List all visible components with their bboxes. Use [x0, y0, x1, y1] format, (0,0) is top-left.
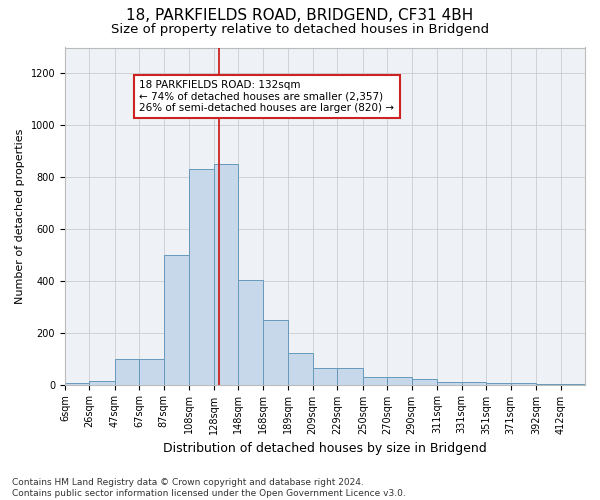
Bar	[387, 377, 412, 384]
Bar	[164, 255, 190, 384]
Text: Contains HM Land Registry data © Crown copyright and database right 2024.
Contai: Contains HM Land Registry data © Crown c…	[12, 478, 406, 498]
X-axis label: Distribution of detached houses by size in Bridgend: Distribution of detached houses by size …	[163, 442, 487, 455]
Bar	[89, 382, 115, 384]
Text: Size of property relative to detached houses in Bridgend: Size of property relative to detached ho…	[111, 22, 489, 36]
Text: 18 PARKFIELDS ROAD: 132sqm
← 74% of detached houses are smaller (2,357)
26% of s: 18 PARKFIELDS ROAD: 132sqm ← 74% of deta…	[139, 80, 394, 113]
Bar	[289, 354, 313, 384]
Bar	[190, 170, 214, 384]
Bar	[437, 382, 461, 384]
Bar	[115, 358, 139, 384]
Text: 18, PARKFIELDS ROAD, BRIDGEND, CF31 4BH: 18, PARKFIELDS ROAD, BRIDGEND, CF31 4BH	[127, 8, 473, 22]
Bar	[337, 368, 363, 384]
Y-axis label: Number of detached properties: Number of detached properties	[15, 128, 25, 304]
Bar	[214, 164, 238, 384]
Bar	[412, 380, 437, 384]
Bar	[313, 368, 337, 384]
Bar	[461, 382, 486, 384]
Bar	[363, 377, 387, 384]
Bar	[238, 280, 263, 384]
Bar	[263, 320, 289, 384]
Bar	[139, 358, 164, 384]
